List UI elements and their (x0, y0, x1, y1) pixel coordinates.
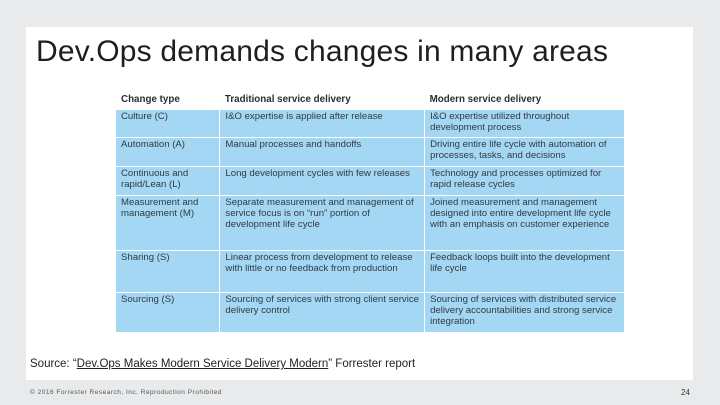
table-row: Continuous and rapid/Lean (L) Long devel… (116, 166, 624, 196)
source-link[interactable]: Dev.Ops Makes Modern Service Delivery Mo… (76, 358, 329, 370)
cell-modern: Technology and processes optimized for r… (424, 166, 624, 196)
cell-traditional: I&O expertise is applied after release (219, 110, 426, 138)
cell-change-type: Automation (A) (116, 137, 221, 167)
table-row: Culture (C) I&O expertise is applied aft… (116, 110, 624, 138)
source-prefix: Source: “ (30, 358, 77, 370)
cell-modern: Driving entire life cycle with automatio… (424, 137, 624, 167)
table-row: Sharing (S) Linear process from developm… (116, 250, 624, 293)
header-change-type: Change type (116, 91, 220, 110)
table-header-row: Change type Traditional service delivery… (116, 91, 624, 110)
cell-modern: Joined measurement and management design… (424, 195, 624, 251)
cell-change-type: Sharing (S) (116, 250, 221, 293)
table-row: Sourcing (S) Sourcing of services with s… (116, 292, 624, 333)
source-citation: Source: “Dev.Ops Makes Modern Service De… (30, 358, 415, 370)
cell-traditional: Sourcing of services with strong client … (219, 292, 426, 333)
source-suffix: ” Forrester report (328, 358, 416, 370)
cell-modern: Sourcing of services with distributed se… (424, 292, 624, 333)
cell-change-type: Culture (C) (116, 110, 221, 138)
cell-traditional: Manual processes and handoffs (219, 137, 426, 167)
cell-traditional: Linear process from development to relea… (219, 250, 426, 293)
cell-traditional: Long development cycles with few release… (219, 166, 426, 196)
cell-modern: I&O expertise utilized throughout develo… (424, 110, 624, 138)
comparison-table: Change type Traditional service delivery… (116, 91, 624, 333)
table-row: Measurement and management (M) Separate … (116, 195, 624, 251)
cell-change-type: Measurement and management (M) (116, 195, 221, 251)
header-modern: Modern service delivery (424, 91, 624, 110)
cell-modern: Feedback loops built into the developmen… (424, 250, 624, 293)
slide-title: Dev.Ops demands changes in many areas (36, 35, 609, 68)
page-number: 24 (681, 388, 690, 397)
cell-change-type: Sourcing (S) (116, 292, 221, 333)
header-traditional: Traditional service delivery (219, 91, 425, 110)
table-row: Automation (A) Manual processes and hand… (116, 137, 624, 167)
footer-copyright: © 2016 Forrester Research, Inc. Reproduc… (30, 389, 222, 396)
slide: Dev.Ops demands changes in many areas Ch… (26, 27, 693, 380)
cell-traditional: Separate measurement and management of s… (219, 195, 426, 251)
cell-change-type: Continuous and rapid/Lean (L) (116, 166, 221, 196)
